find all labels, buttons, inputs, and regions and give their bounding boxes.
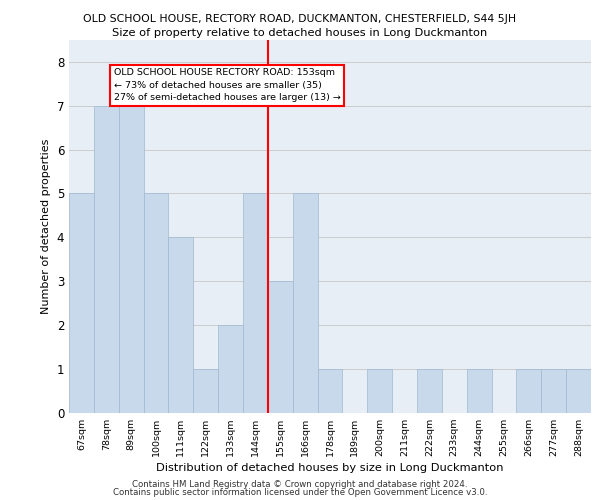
Bar [467, 368, 491, 412]
Text: Contains HM Land Registry data © Crown copyright and database right 2024.: Contains HM Land Registry data © Crown c… [132, 480, 468, 489]
Bar [243, 194, 268, 412]
Text: Contains public sector information licensed under the Open Government Licence v3: Contains public sector information licen… [113, 488, 487, 497]
Bar [317, 368, 343, 412]
Bar [143, 194, 169, 412]
Bar [218, 325, 243, 412]
Y-axis label: Number of detached properties: Number of detached properties [41, 138, 51, 314]
Text: OLD SCHOOL HOUSE RECTORY ROAD: 153sqm
← 73% of detached houses are smaller (35)
: OLD SCHOOL HOUSE RECTORY ROAD: 153sqm ← … [114, 68, 341, 102]
Text: Size of property relative to detached houses in Long Duckmanton: Size of property relative to detached ho… [112, 28, 488, 38]
Bar [94, 106, 119, 412]
Bar [268, 281, 293, 412]
Bar [566, 368, 591, 412]
Bar [69, 194, 94, 412]
Bar [293, 194, 317, 412]
Text: OLD SCHOOL HOUSE, RECTORY ROAD, DUCKMANTON, CHESTERFIELD, S44 5JH: OLD SCHOOL HOUSE, RECTORY ROAD, DUCKMANT… [83, 14, 517, 24]
X-axis label: Distribution of detached houses by size in Long Duckmanton: Distribution of detached houses by size … [156, 463, 504, 473]
Bar [119, 106, 143, 412]
Bar [517, 368, 541, 412]
Bar [169, 237, 193, 412]
Bar [417, 368, 442, 412]
Bar [541, 368, 566, 412]
Bar [367, 368, 392, 412]
Bar [193, 368, 218, 412]
